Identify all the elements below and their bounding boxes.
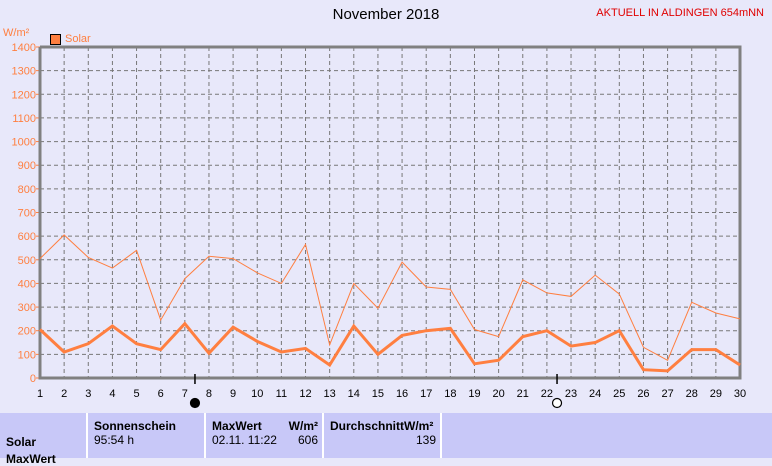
y-tick-label: 1200 (12, 89, 36, 101)
y-tick-label: 300 (18, 302, 36, 314)
y-tick-label: 1400 (12, 42, 36, 54)
x-tick-label: 14 (348, 388, 360, 400)
y-tick-label: 200 (18, 326, 36, 338)
x-tick-label: 11 (276, 388, 287, 400)
y-tick-label: 1100 (12, 113, 36, 125)
x-tick-label: 13 (324, 388, 336, 400)
empty-cell (440, 413, 772, 458)
x-tick-label: 8 (206, 388, 212, 400)
x-tick-label: 12 (299, 388, 311, 400)
x-tick-label: 2 (61, 388, 67, 400)
x-tick-label: 23 (565, 388, 577, 400)
x-tick-label: 29 (710, 388, 722, 400)
x-tick-label: 7 (182, 388, 188, 400)
y-tick-label: 0 (30, 373, 36, 385)
y-tick-label: 700 (18, 208, 36, 220)
chart: 0 100 200 300 400 500 600 700 800 900 1000 1100 1200… (0, 0, 772, 412)
x-tick-label: 28 (686, 388, 698, 400)
x-tick-label: 6 (158, 388, 164, 400)
x-tick-label: 18 (444, 388, 456, 400)
new-moon-icon (190, 399, 199, 408)
y-tick-label: 1300 (12, 66, 36, 78)
x-tick-label: 3 (85, 388, 91, 400)
x-tick-label: 27 (661, 388, 673, 400)
x-tick-label: 9 (230, 388, 236, 400)
x-tick-label: 21 (517, 388, 529, 400)
x-tick-label: 30 (734, 388, 746, 400)
x-tick-label: 10 (251, 388, 263, 400)
x-tick-label: 19 (468, 388, 480, 400)
y-tick-label: 800 (18, 184, 36, 196)
x-tick-label: 15 (372, 388, 384, 400)
x-tick-label: 17 (420, 388, 432, 400)
y-tick-label: 500 (18, 255, 36, 267)
y-tick-label: 1000 (12, 137, 36, 149)
y-tick-label: 600 (18, 231, 36, 243)
series-line-max (40, 235, 740, 360)
x-tick-label: 24 (589, 388, 601, 400)
x-tick-label: 20 (492, 388, 504, 400)
x-tick-label: 1 (37, 388, 43, 400)
x-tick-label: 16 (396, 388, 408, 400)
y-tick-label: 100 (18, 349, 36, 361)
x-tick-label: 26 (637, 388, 649, 400)
y-tick-label: 400 (18, 278, 36, 290)
x-tick-label: 5 (133, 388, 139, 400)
x-tick-label: 4 (109, 388, 115, 400)
y-tick-label: 900 (18, 160, 36, 172)
full-moon-icon (553, 399, 562, 408)
x-tick-label: 25 (613, 388, 625, 400)
x-tick-label: 22 (541, 388, 553, 400)
